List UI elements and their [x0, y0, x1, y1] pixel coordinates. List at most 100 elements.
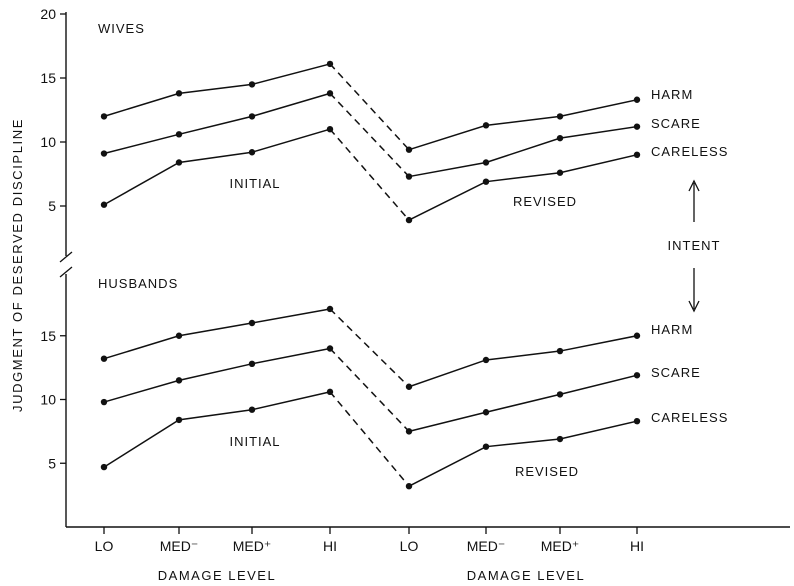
y-tick-label: 15 — [40, 328, 56, 344]
data-point — [556, 113, 564, 120]
data-point — [405, 146, 413, 153]
data-point — [482, 159, 490, 166]
axis-break-mark — [59, 266, 73, 278]
chart-labels: LO MED⁻ MED⁺ HI LO MED⁻ MED⁺ HI DAMAGE LEVEL DAMA… — [10, 6, 728, 583]
x-tick-label: MED⁺ — [233, 538, 272, 554]
data-point — [482, 122, 490, 129]
data-point — [175, 159, 183, 166]
y-tick-label: 15 — [40, 70, 56, 86]
series-line-initial — [103, 92, 331, 155]
data-point — [100, 398, 108, 406]
y-axis-title: JUDGMENT OF DESERVED DISCIPLINE — [10, 118, 25, 412]
series-line-revised — [408, 154, 638, 221]
intent-arrow-head-up — [688, 179, 700, 192]
data-point — [248, 360, 256, 367]
data-point — [175, 416, 183, 424]
data-point — [405, 173, 413, 180]
data-point — [633, 332, 641, 339]
data-point — [633, 96, 641, 103]
x-axis-title: DAMAGE LEVEL — [158, 568, 276, 583]
data-point — [405, 483, 413, 490]
data-point — [482, 178, 490, 185]
data-point — [633, 151, 641, 158]
series-label: SCARE — [651, 365, 701, 380]
panel-title: HUSBANDS — [98, 276, 178, 291]
series-connector-dashed — [329, 347, 410, 432]
data-point — [100, 150, 108, 157]
data-point — [633, 123, 641, 130]
x-tick-label: HI — [630, 538, 644, 554]
data-point — [100, 355, 108, 362]
series-line-initial — [103, 347, 331, 403]
data-point — [248, 406, 256, 413]
y-tick-label: 10 — [40, 134, 56, 150]
series-points — [100, 60, 641, 490]
series-label: CARELESS — [651, 144, 728, 159]
series-line-initial — [103, 308, 331, 360]
data-point — [556, 391, 564, 398]
data-point — [175, 131, 183, 138]
data-point — [248, 81, 256, 88]
data-point — [326, 90, 334, 97]
series-line-revised — [408, 374, 638, 433]
panel-title: WIVES — [98, 21, 145, 36]
series-label: HARM — [651, 87, 693, 102]
series-label: CARELESS — [651, 410, 728, 425]
data-point — [405, 216, 413, 224]
x-axis-title: DAMAGE LEVEL — [467, 568, 585, 583]
axis-break-mark — [59, 251, 73, 263]
series-label: HARM — [651, 322, 693, 337]
phase-label: REVISED — [515, 464, 579, 479]
data-point — [326, 126, 334, 133]
x-tick-label: MED⁻ — [467, 538, 506, 554]
data-point — [175, 332, 183, 339]
x-tick-label: MED⁻ — [160, 538, 199, 554]
data-point — [556, 134, 564, 142]
data-point — [100, 463, 108, 471]
x-tick-label: LO — [95, 538, 114, 554]
y-tick-label: 10 — [40, 392, 56, 408]
phase-label: REVISED — [513, 194, 577, 209]
phase-label: INITIAL — [229, 176, 280, 191]
series-lines — [103, 63, 638, 487]
series-connector-dashed — [329, 63, 410, 151]
y-tick-label: 5 — [48, 198, 56, 214]
data-point — [100, 113, 108, 120]
data-point — [405, 428, 413, 435]
data-point — [326, 345, 334, 352]
intent-arrow-head-down — [688, 300, 700, 313]
data-point — [482, 356, 490, 364]
phase-label: INITIAL — [229, 434, 280, 449]
data-point — [248, 113, 256, 120]
data-point — [556, 435, 564, 443]
data-point — [248, 149, 256, 156]
series-line-initial — [103, 128, 331, 206]
series-line-revised — [408, 125, 638, 178]
series-connector-dashed — [329, 391, 410, 487]
series-connector-dashed — [329, 308, 410, 388]
axes — [59, 12, 790, 534]
series-connector-dashed — [329, 92, 410, 178]
data-point — [175, 377, 183, 384]
intent-label: INTENT — [668, 238, 721, 253]
data-point — [326, 388, 334, 396]
data-point — [326, 60, 334, 68]
series-line-revised — [408, 335, 638, 388]
data-point — [482, 443, 490, 450]
data-point — [100, 201, 108, 208]
data-point — [633, 372, 641, 379]
x-tick-label: HI — [323, 538, 337, 554]
data-point — [633, 417, 641, 425]
data-point — [405, 383, 413, 390]
series-line-revised — [408, 99, 638, 151]
data-point — [175, 90, 183, 97]
series-line-initial — [103, 391, 331, 468]
data-point — [556, 347, 564, 355]
series-connector-dashed — [329, 128, 410, 221]
y-tick-label: 5 — [48, 455, 56, 471]
series-line-initial — [103, 63, 331, 118]
series-label: SCARE — [651, 116, 701, 131]
y-tick-label: 20 — [40, 6, 56, 22]
data-point — [556, 169, 564, 176]
